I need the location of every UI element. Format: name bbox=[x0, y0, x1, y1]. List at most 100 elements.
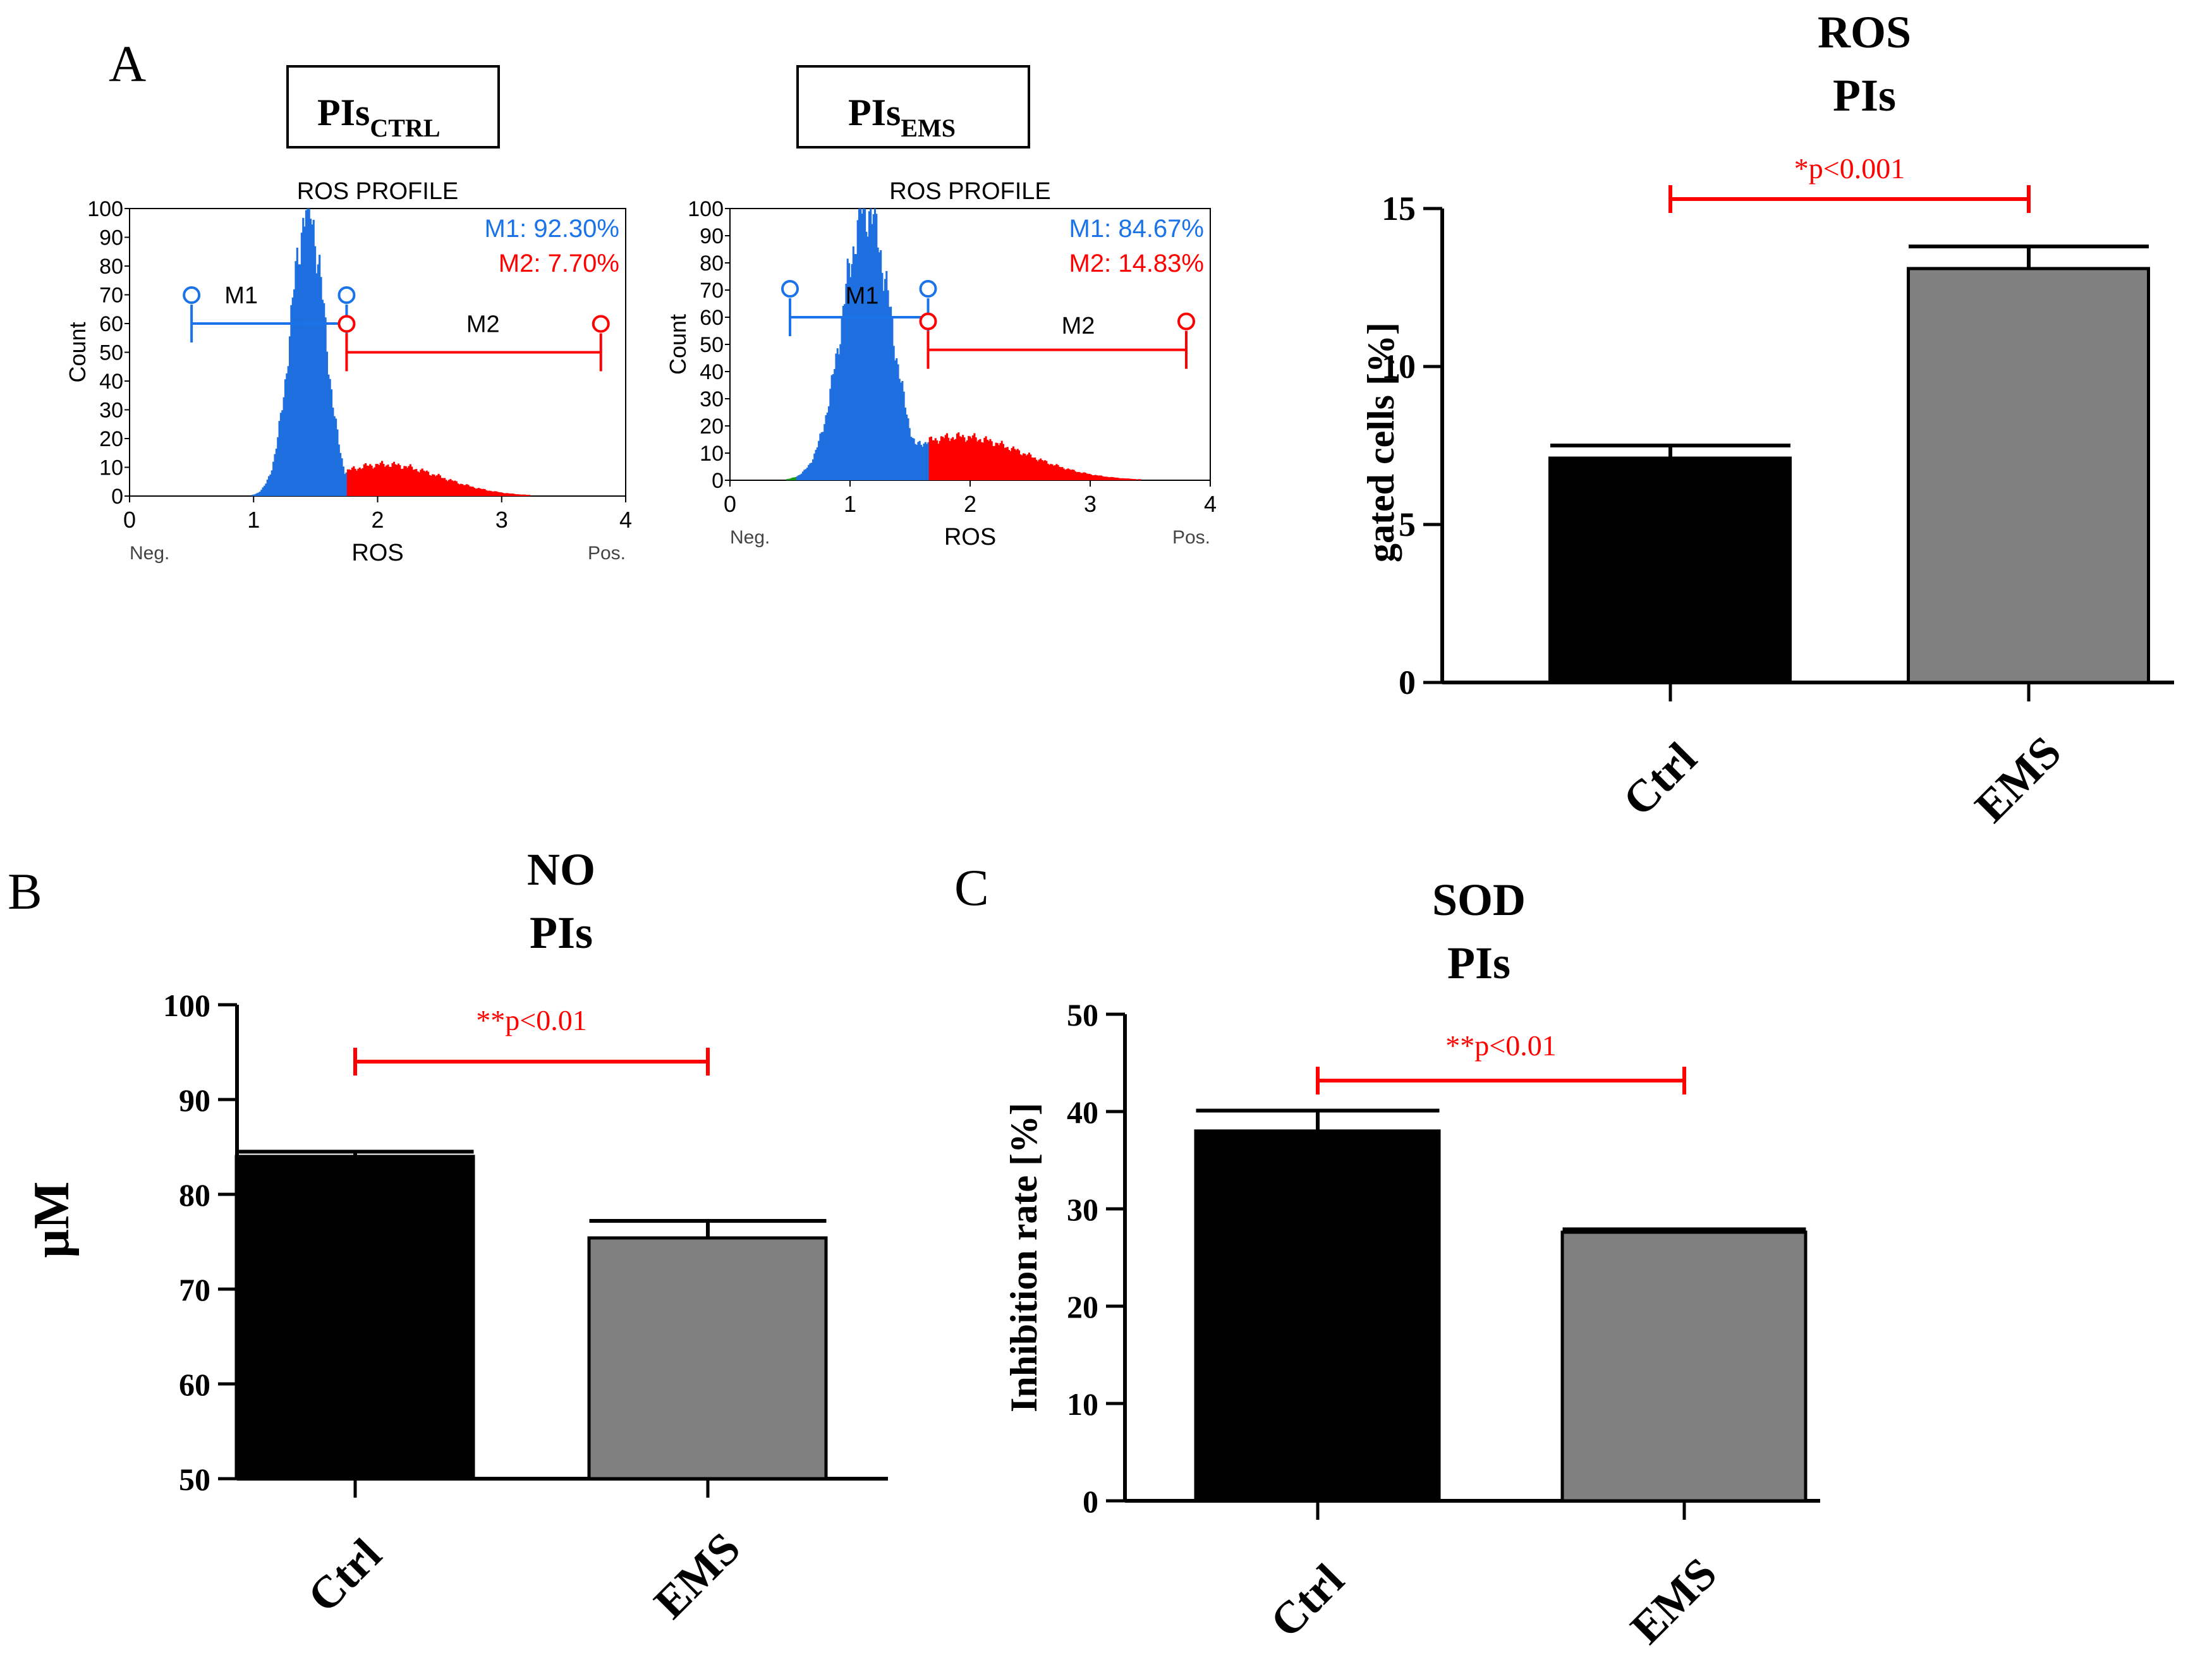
histogram-bin bbox=[413, 469, 416, 496]
histogram-bin bbox=[404, 466, 407, 496]
histogram-bin bbox=[818, 440, 820, 480]
histogram-bin bbox=[980, 442, 983, 480]
x-axis-label: ROS bbox=[351, 540, 403, 566]
histogram-bin bbox=[1022, 453, 1024, 480]
y-tick-label: 80 bbox=[99, 255, 123, 279]
histogram-bin bbox=[799, 475, 801, 480]
histogram-bin bbox=[489, 490, 492, 496]
histogram-bin bbox=[803, 470, 806, 480]
histogram-bin bbox=[1107, 477, 1110, 480]
histogram-bin bbox=[483, 489, 486, 496]
histogram-bin bbox=[408, 466, 410, 496]
histogram-bin bbox=[1045, 461, 1048, 480]
histogram-bin bbox=[1052, 465, 1055, 480]
histogram-bin bbox=[1009, 451, 1012, 480]
histogram-bin bbox=[436, 475, 439, 496]
histogram-bin bbox=[830, 375, 833, 480]
histogram-bin bbox=[1112, 476, 1114, 480]
x-tick-label: 2 bbox=[964, 491, 976, 517]
y-tick-label: 100 bbox=[688, 197, 724, 221]
histogram-bin bbox=[986, 439, 988, 480]
histogram-bin bbox=[1044, 460, 1047, 480]
histogram-bin bbox=[794, 477, 797, 480]
histogram-bin bbox=[1014, 449, 1016, 480]
histogram-bin bbox=[1098, 475, 1101, 480]
histogram-bin bbox=[949, 440, 951, 480]
histogram-bin bbox=[348, 469, 351, 496]
histogram-bin bbox=[891, 318, 894, 480]
histogram-bin bbox=[1126, 478, 1129, 480]
histogram-bin bbox=[862, 209, 865, 480]
histogram-bin bbox=[990, 441, 993, 480]
histogram-bin bbox=[1071, 470, 1074, 480]
histogram-bin bbox=[433, 475, 435, 496]
histogram-bin bbox=[913, 438, 915, 480]
x-tick-label: Ctrl bbox=[1261, 1555, 1354, 1647]
histogram-bin bbox=[336, 429, 339, 496]
y-tick-label: 60 bbox=[179, 1367, 210, 1402]
histogram-bin bbox=[325, 351, 329, 496]
histogram-bin bbox=[832, 374, 834, 480]
histogram-bin bbox=[262, 487, 264, 496]
histogram-bin bbox=[296, 247, 298, 496]
histogram-bin bbox=[956, 433, 959, 480]
histogram-bin bbox=[253, 494, 255, 496]
histogram-bin bbox=[400, 468, 403, 496]
histogram-bin bbox=[959, 436, 961, 480]
histogram-bin bbox=[1015, 450, 1018, 480]
histogram-bin bbox=[337, 444, 340, 496]
m2-gate-handle bbox=[337, 315, 356, 333]
histogram-bin bbox=[921, 446, 924, 480]
histogram-bin bbox=[996, 443, 999, 480]
histogram-bin bbox=[365, 463, 367, 496]
histogram-bin bbox=[520, 494, 522, 496]
y-tick-label: 50 bbox=[1067, 997, 1098, 1033]
histogram-bin bbox=[1109, 477, 1111, 480]
plot-title: ROS PROFILE bbox=[889, 178, 1051, 205]
histogram-bin bbox=[950, 438, 952, 480]
histogram-bin bbox=[962, 435, 964, 480]
histogram-bin bbox=[852, 246, 854, 480]
histogram-bin bbox=[495, 491, 498, 496]
histogram-bin bbox=[946, 433, 949, 480]
histogram-bin bbox=[252, 494, 254, 496]
histogram-bin bbox=[1066, 469, 1068, 480]
histogram-bin bbox=[890, 306, 892, 480]
histogram-bin bbox=[518, 494, 520, 496]
bar-ctrl bbox=[234, 1155, 475, 1481]
histogram-bin bbox=[841, 318, 843, 480]
histogram-bin bbox=[488, 490, 490, 496]
histogram-bin bbox=[1081, 473, 1084, 480]
histogram-bin bbox=[835, 353, 837, 480]
histogram-bin bbox=[917, 442, 920, 480]
histogram-bin bbox=[487, 490, 489, 496]
histogram-bin bbox=[258, 492, 262, 496]
histogram-bin bbox=[332, 408, 334, 496]
histogram-bin bbox=[858, 209, 860, 480]
histogram-bin bbox=[888, 306, 890, 480]
histogram-bin bbox=[513, 494, 516, 496]
histogram-bin bbox=[1102, 476, 1104, 480]
histogram-bin bbox=[256, 493, 258, 496]
histogram-bin bbox=[494, 491, 497, 496]
bar-ems bbox=[1907, 267, 2150, 684]
histogram-bin bbox=[968, 435, 970, 480]
histogram-bin bbox=[392, 461, 395, 496]
histogram-bin bbox=[372, 468, 375, 496]
histogram-bin bbox=[978, 440, 980, 480]
flow-histogram-ems: 0 10 20 30 40 50 60 70 80 90 100 0 1 2 3 4 ROS PROFILE RO… bbox=[665, 178, 1217, 550]
histogram-bin bbox=[979, 439, 981, 480]
x-tick-label: 0 bbox=[123, 507, 136, 533]
histogram-bin bbox=[1106, 476, 1109, 480]
histogram-bin bbox=[798, 475, 800, 480]
histogram-bin bbox=[286, 373, 288, 496]
m1-gate-handle bbox=[337, 286, 356, 304]
histogram-bin bbox=[1087, 473, 1090, 480]
x-tick-label: 2 bbox=[371, 507, 384, 533]
histogram-bin bbox=[1008, 449, 1011, 480]
histogram-bin bbox=[1004, 447, 1006, 480]
histogram-bin bbox=[1057, 464, 1059, 480]
histogram-bin bbox=[1019, 454, 1022, 480]
y-tick-label: 50 bbox=[99, 341, 123, 365]
histogram-bin bbox=[992, 446, 995, 480]
